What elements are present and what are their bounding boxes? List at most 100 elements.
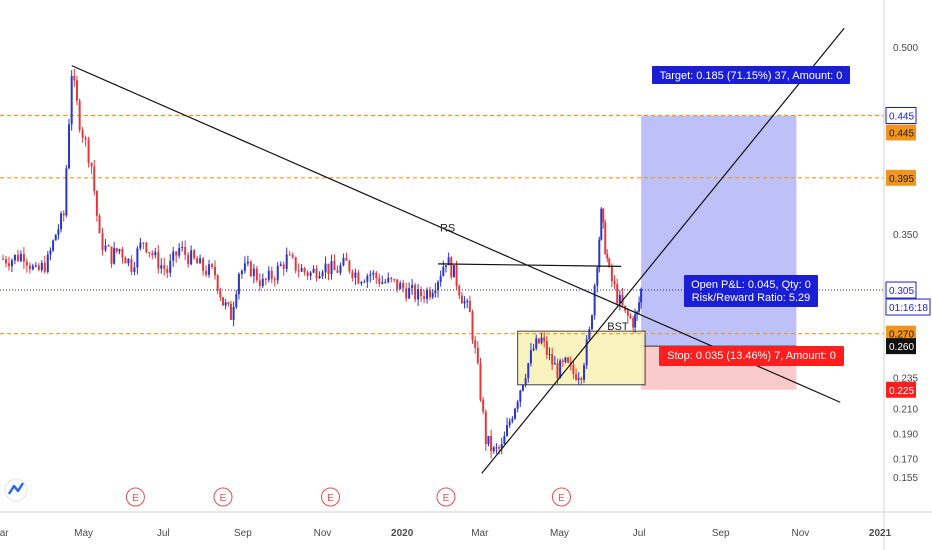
candle-body [145, 242, 148, 253]
earnings-marker-4 [551, 487, 571, 507]
candle-body [224, 302, 227, 306]
candle-body [4, 259, 7, 264]
candle-body [214, 266, 217, 276]
candle-body [318, 275, 321, 279]
candle-body [190, 250, 193, 265]
candle-body [514, 408, 517, 419]
time-axis[interactable]: Mar May Jul Sep Nov 2020 Mar May Jul Sep Nov 2021 [0, 511, 932, 539]
candle-body [118, 249, 121, 252]
x-tick-label: Mar [471, 528, 489, 539]
x-tick-label: May [74, 528, 93, 539]
candle-body [184, 247, 187, 255]
candle-body [10, 260, 13, 267]
candle-body [321, 272, 324, 276]
candle-body [444, 265, 447, 267]
candle-body [249, 261, 252, 277]
candle-body [110, 246, 113, 264]
candle-body [561, 360, 564, 362]
candle-body [133, 267, 136, 272]
x-tick-label: Nov [791, 528, 809, 539]
x-tick-label: Sep [234, 528, 252, 539]
candle-body [65, 168, 68, 216]
candle-body [548, 354, 551, 356]
candle-body [240, 270, 243, 275]
candle-body [95, 191, 98, 216]
tradingview-logo-icon[interactable] [4, 478, 28, 502]
candle-body [482, 399, 485, 412]
candle-body [336, 270, 339, 273]
y-tick-label: 0.190 [893, 429, 918, 440]
candle-body [439, 275, 442, 282]
earnings-marker-label: E [443, 493, 450, 504]
candle-body [333, 261, 336, 271]
candle-body [342, 257, 345, 266]
candle-body [237, 274, 240, 295]
candle-body [166, 268, 169, 273]
earnings-marker-2 [321, 487, 341, 507]
candle-body [113, 248, 116, 264]
candle-body [330, 261, 333, 275]
candle-body [267, 270, 270, 280]
candle-body [270, 270, 273, 280]
candle-body [81, 130, 84, 138]
candle-body [16, 254, 19, 262]
price-tag-label: 0.445 [889, 129, 914, 140]
candle-body [503, 435, 506, 444]
price-tag-label: 0.225 [889, 386, 914, 397]
candle-body [606, 253, 609, 259]
x-tick-label: 2021 [869, 528, 892, 539]
candle-body [460, 295, 463, 304]
earnings-marker-label: E [327, 493, 334, 504]
target-label-box [652, 66, 850, 84]
candle-body [608, 258, 611, 267]
candle-body [381, 282, 384, 284]
candle-body [315, 268, 318, 279]
bst-label: BST [607, 321, 629, 333]
candle-body [175, 251, 178, 256]
x-tick-label: Jul [157, 528, 170, 539]
candle-body [154, 251, 157, 256]
price-tag [885, 281, 917, 299]
price-tag [886, 325, 916, 342]
candle-body [506, 425, 509, 436]
x-tick-label: 2020 [391, 528, 414, 539]
candle-body [434, 290, 437, 294]
candle-body [519, 390, 522, 402]
candle-body [543, 337, 546, 342]
candle-body [7, 263, 10, 267]
candle-body [136, 248, 139, 268]
candle-body [468, 300, 471, 313]
candle-body [577, 378, 580, 380]
candle-body [60, 213, 63, 230]
x-tick-label: May [550, 528, 569, 539]
earnings-marker-3 [436, 487, 456, 507]
candle-body [564, 357, 567, 362]
candle-body [516, 401, 519, 409]
candle-body [399, 282, 402, 290]
candle-body [169, 260, 172, 273]
candle-body [235, 294, 238, 307]
candle-body [527, 363, 530, 379]
candle-body [387, 277, 390, 282]
price-tag-label: 0.305 [889, 286, 914, 297]
candle-body [104, 245, 107, 251]
earnings-marker-label: E [220, 493, 227, 504]
candle-body [28, 265, 31, 270]
candle-body [19, 254, 22, 262]
candle-body [417, 289, 420, 300]
candle-body [474, 340, 477, 348]
candle-body [34, 265, 37, 267]
pnl-label-line1: Open P&L: 0.045, Qty: 0 [691, 279, 811, 291]
earnings-marker-label: E [132, 493, 139, 504]
candle-body [532, 348, 535, 351]
candle-body [243, 263, 246, 271]
candle-body [408, 288, 411, 299]
candle-body [490, 435, 493, 452]
y-tick-label: 0.155 [893, 473, 918, 484]
candle-body [255, 268, 258, 281]
candle-body [227, 302, 230, 304]
candle-body [442, 266, 445, 276]
price-axis[interactable]: 0.500 0.350 0.235 0.210 0.190 0.170 0.155 0.445… [883, 0, 931, 550]
